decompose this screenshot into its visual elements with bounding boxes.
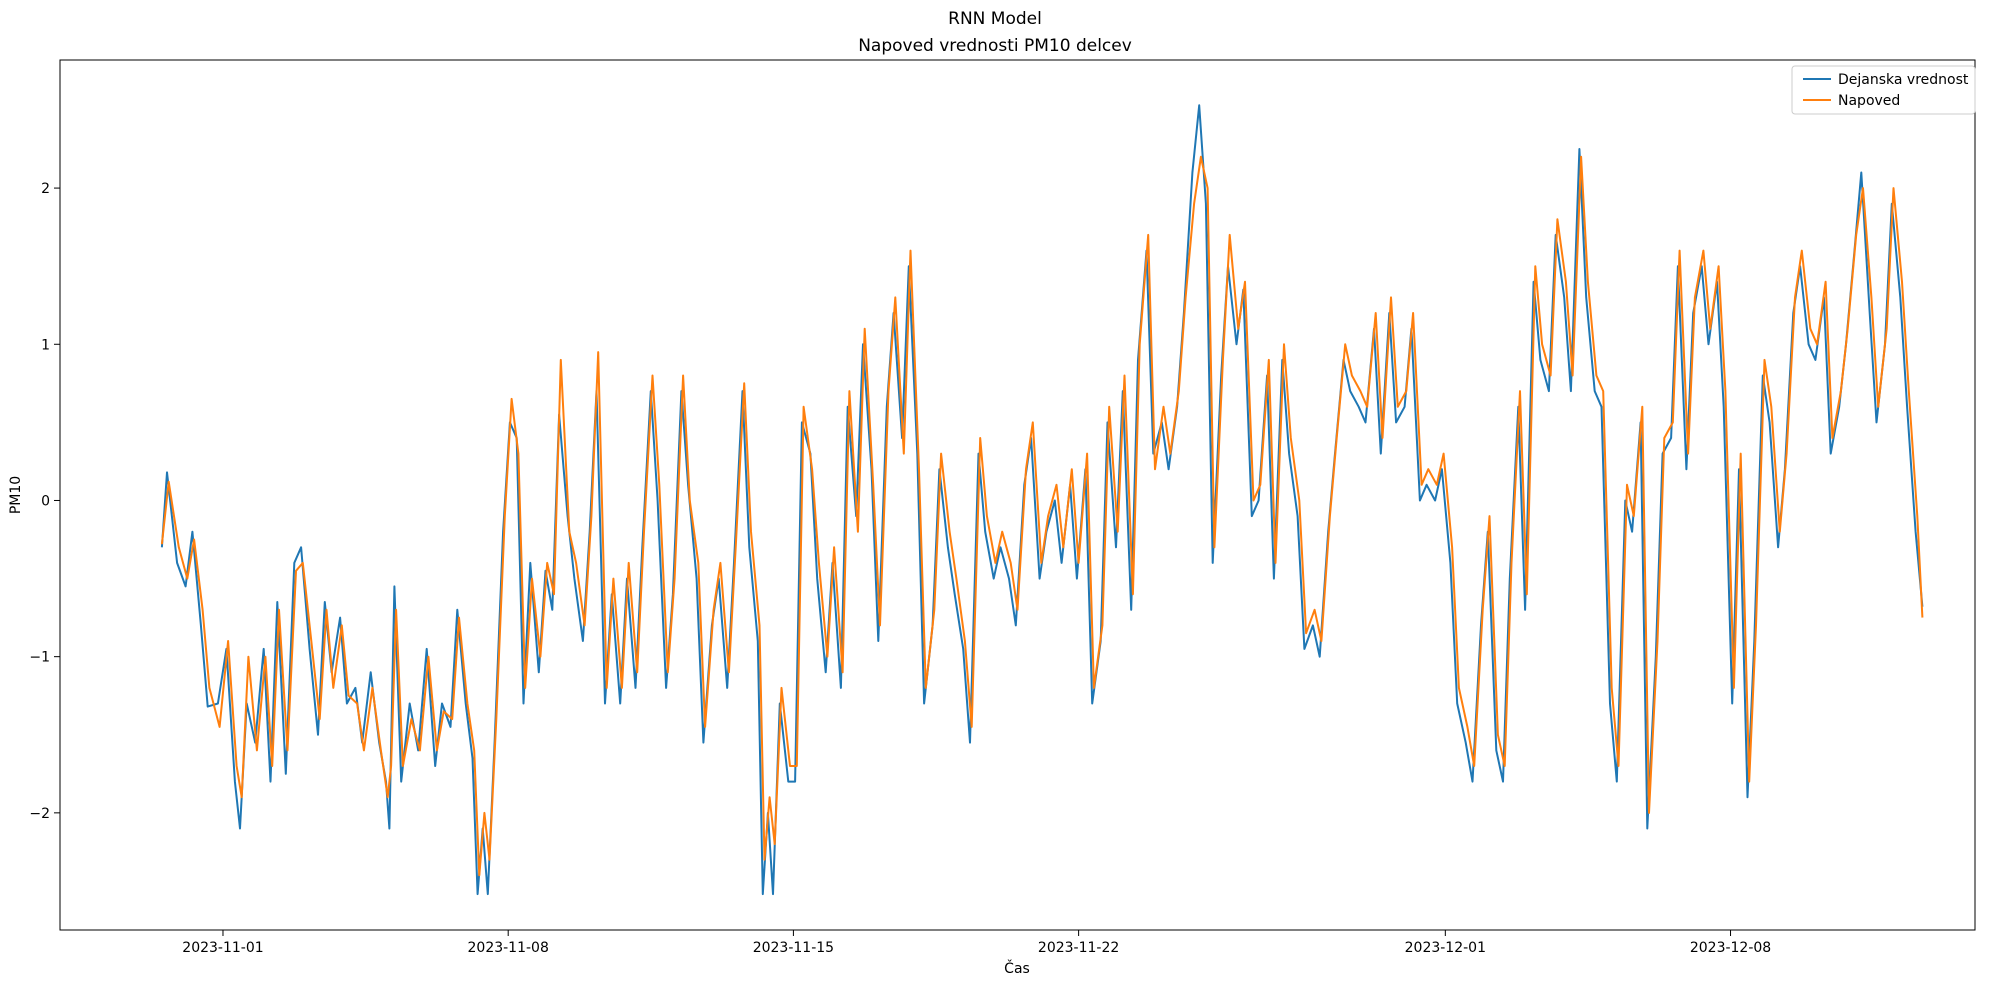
x-tick-label: 2023-11-22 xyxy=(1038,940,1119,956)
legend-label-dejanska-vrednost: Dejanska vrednost xyxy=(1838,72,1969,88)
figure-suptitle: RNN Model xyxy=(948,9,1042,29)
plot-area: 2023-11-01 2023-11-08 2023-11-15 2023-11-22… xyxy=(29,59,1976,956)
y-tick-label: 1 xyxy=(41,337,50,353)
x-tick-label: 2023-12-08 xyxy=(1690,940,1771,956)
y-tick-label: 2 xyxy=(41,181,50,197)
legend: Dejanska vrednost Napoved xyxy=(1791,65,1976,115)
y-axis-label: PM10 xyxy=(8,476,24,514)
chart-title: Napoved vrednosti PM10 delcev xyxy=(858,36,1132,56)
y-tick-label: −1 xyxy=(29,650,50,666)
y-tick-label: −2 xyxy=(29,806,50,822)
series-layer xyxy=(160,104,1924,896)
x-axis-label: Čas xyxy=(1004,959,1030,977)
x-tick-label: 2023-11-08 xyxy=(468,940,549,956)
axes-frame xyxy=(59,59,1976,931)
legend-label-napoved: Napoved xyxy=(1838,93,1900,109)
legend-box xyxy=(1791,65,1976,115)
x-axis: 2023-11-01 2023-11-08 2023-11-15 2023-11-22… xyxy=(182,930,1771,956)
y-axis: −2 −1 0 1 2 xyxy=(29,181,60,822)
x-tick-label: 2023-11-15 xyxy=(753,940,834,956)
y-tick-label: 0 xyxy=(41,493,50,509)
series-line-napoved xyxy=(160,155,1924,877)
x-tick-label: 2023-11-01 xyxy=(182,940,263,956)
x-tick-label: 2023-12-01 xyxy=(1405,940,1486,956)
